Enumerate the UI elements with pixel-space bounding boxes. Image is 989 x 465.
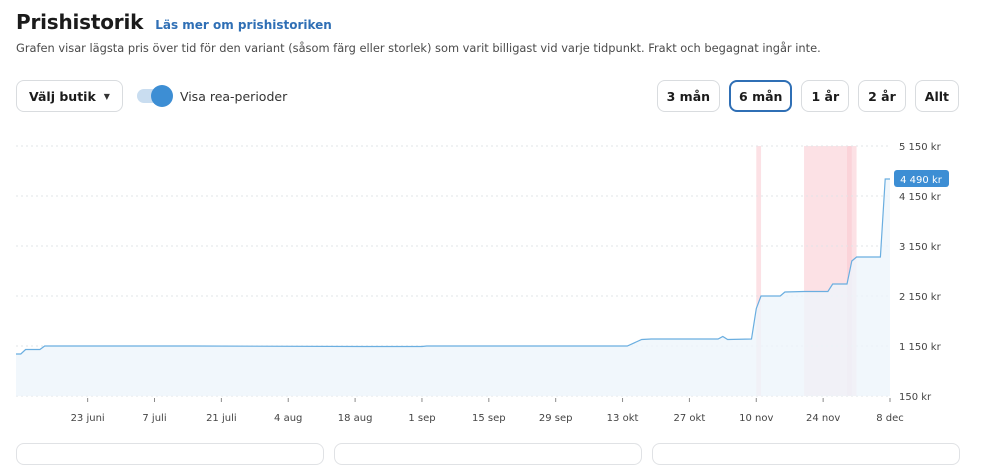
y-tick-label: 1 150 kr — [899, 342, 942, 353]
y-tick-label: 2 150 kr — [899, 292, 942, 303]
price-history-chart[interactable]: 150 kr 1 150 kr 2 150 kr 3 150 kr 4 150 kr 5 … — [0, 130, 989, 430]
range-2y-button[interactable]: 2 år — [858, 80, 906, 112]
y-tick-label: 5 150 kr — [899, 142, 942, 153]
x-tick-label: 13 okt — [607, 413, 639, 424]
price-line — [16, 178, 890, 355]
caret-down-icon: ▼ — [103, 91, 110, 101]
toggle-knob — [150, 85, 173, 107]
x-tick-label: 29 sep — [539, 413, 573, 424]
page-subtitle: Grafen visar lägsta pris över tid för de… — [16, 41, 821, 55]
price-area — [16, 179, 890, 396]
info-card — [334, 443, 642, 465]
x-tick-label: 10 nov — [739, 413, 773, 424]
toggle-switch[interactable] — [136, 85, 173, 107]
y-tick-label: 4 150 kr — [899, 192, 942, 203]
x-tick-label: 21 juli — [206, 413, 237, 424]
card-row — [16, 443, 960, 465]
x-tick-label: 7 juli — [142, 413, 166, 424]
x-tick-label: 24 nov — [806, 413, 840, 424]
x-tick-label: 4 aug — [274, 413, 302, 424]
store-select-label: Välj butik — [29, 88, 96, 104]
info-card — [16, 443, 324, 465]
current-price-badge — [894, 170, 949, 187]
y-tick-label: 3 150 kr — [899, 242, 942, 253]
range-all-button[interactable]: Allt — [914, 80, 959, 112]
sale-periods-toggle[interactable]: Visa rea-perioder — [136, 85, 288, 107]
current-price-label: 4 490 kr — [900, 175, 943, 186]
sale-period-band — [756, 146, 762, 396]
range-3m-button[interactable]: 3 mån — [656, 80, 721, 112]
page-title: Prishistorik — [16, 10, 144, 34]
info-card — [652, 443, 960, 465]
range-selector: 3 mån 6 mån 1 år 2 år Allt — [656, 80, 959, 112]
x-tick-label: 15 sep — [472, 413, 506, 424]
store-select[interactable]: Välj butik ▼ — [16, 80, 123, 112]
x-tick-label: 23 juni — [71, 413, 105, 424]
range-1y-button[interactable]: 1 år — [801, 80, 850, 112]
range-6m-button[interactable]: 6 mån — [729, 80, 793, 112]
x-tick-label: 27 okt — [674, 413, 706, 424]
chart-controls: Välj butik ▼ Visa rea-perioder — [16, 80, 287, 112]
x-tick-label: 18 aug — [338, 413, 373, 424]
x-tick-label: 1 sep — [408, 413, 435, 424]
price-history-info-link[interactable]: Läs mer om prishistoriken — [155, 18, 332, 32]
y-tick-label: 150 kr — [899, 392, 932, 403]
x-tick-label: 8 dec — [876, 413, 904, 424]
header: Prishistorik Läs mer om prishistoriken — [16, 10, 332, 34]
sale-periods-label: Visa rea-perioder — [179, 88, 288, 104]
